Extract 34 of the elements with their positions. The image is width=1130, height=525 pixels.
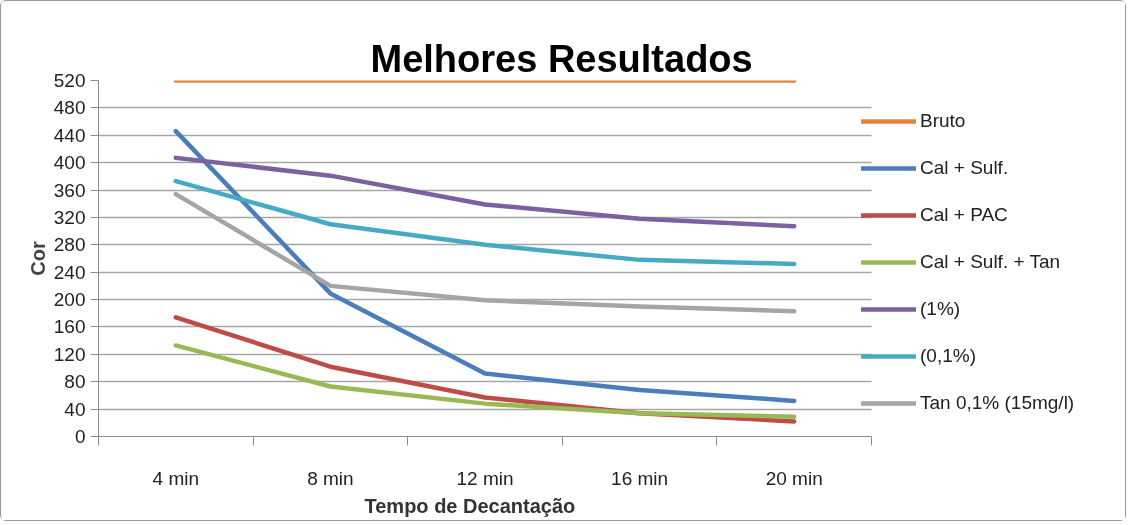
y-tick-label: 200 [53,289,86,311]
y-tick-label: 240 [53,261,86,283]
legend-label: Bruto [920,110,966,132]
chart-title: Melhores Resultados [370,37,753,80]
line-series [173,343,797,419]
line-series [173,191,797,314]
y-tick-label: 440 [53,124,86,146]
legend-label: Tan 0,1% (15mg/l) [920,392,1075,414]
y-tick-label: 0 [74,426,86,447]
line-series [173,178,797,267]
legend-label: Cal + Sulf. [920,157,1009,179]
y-tick-label: 360 [53,179,86,201]
legend-label: (1%) [920,298,961,320]
legend-label: Cal + PAC [920,204,1008,226]
y-tick-label: 480 [53,97,86,119]
legend-label: (0,1%) [920,345,976,367]
y-tick-label: 520 [53,70,86,91]
line-series [173,155,797,229]
line-series [173,128,797,404]
y-tick-label: 160 [53,316,86,338]
x-tick-label: 12 min [456,467,514,489]
x-axis-title: Tempo de Decantação [364,494,576,517]
y-tick-label: 40 [64,398,86,420]
y-tick-label: 120 [53,343,86,365]
y-tick-label: 280 [53,234,86,256]
y-axis-title: Cor [26,241,49,276]
x-tick-label: 16 min [611,467,669,489]
legend-label: Cal + Sulf. + Tan [920,251,1061,273]
y-tick-label: 80 [64,371,86,393]
x-tick-label: 8 min [307,467,354,489]
y-tick-label: 320 [53,206,86,228]
x-tick-label: 4 min [152,467,200,489]
y-tick-label: 400 [53,152,86,174]
x-tick-label: 20 min [765,467,823,489]
